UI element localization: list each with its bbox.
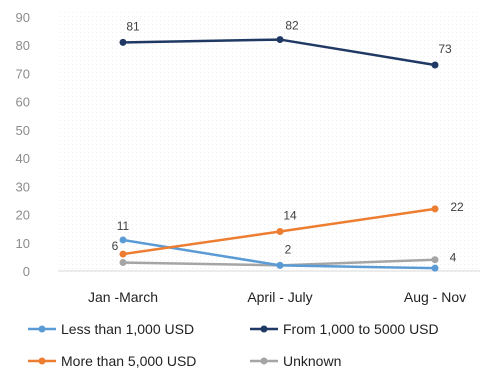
y-tick-label: 30	[16, 179, 30, 194]
x-tick-label: April - July	[247, 289, 312, 305]
y-axis: 0 10 20 30 40 50 60 70 80 90	[16, 10, 30, 279]
data-point	[276, 227, 284, 235]
legend-label: Unknown	[283, 353, 341, 369]
y-tick-label: 40	[16, 151, 30, 166]
y-tick-label: 10	[16, 236, 30, 251]
legend: Less than 1,000 USD From 1,000 to 5000 US…	[28, 321, 439, 369]
data-label: 81	[126, 19, 140, 33]
x-axis: Jan -March April - July Aug - Nov	[58, 270, 480, 305]
data-point	[119, 236, 127, 244]
legend-item: Less than 1,000 USD	[28, 321, 194, 337]
plot-area	[58, 11, 480, 271]
legend-swatch-marker	[38, 357, 46, 365]
data-point	[119, 259, 127, 267]
data-label: 2	[285, 242, 292, 256]
data-label: 11	[117, 219, 130, 233]
data-point	[276, 36, 284, 44]
data-label: 4	[450, 251, 457, 265]
series-layer: 4 11 2 6 14 22 81 82 73	[112, 19, 464, 272]
data-label: 6	[112, 239, 119, 253]
legend-item: From 1,000 to 5000 USD	[250, 321, 439, 337]
x-tick-label: Jan -March	[88, 289, 158, 305]
y-tick-label: 60	[16, 95, 30, 110]
data-label: 73	[438, 42, 452, 56]
legend-label: More than 5,000 USD	[61, 353, 196, 369]
y-tick-label: 90	[16, 10, 30, 25]
data-point	[431, 256, 439, 264]
legend-swatch-marker	[38, 325, 46, 333]
y-tick-label: 70	[16, 66, 30, 81]
legend-label: From 1,000 to 5000 USD	[283, 321, 439, 337]
y-tick-label: 0	[23, 264, 30, 279]
y-tick-label: 50	[16, 123, 30, 138]
legend-label: Less than 1,000 USD	[61, 321, 194, 337]
data-point	[431, 205, 439, 213]
legend-item: Unknown	[250, 353, 341, 369]
series-2: 6 14 22	[112, 200, 464, 258]
data-label: 22	[450, 200, 464, 214]
series-0: 11 2	[117, 219, 439, 272]
data-label: 14	[283, 208, 297, 222]
y-tick-label: 20	[16, 208, 30, 223]
data-point	[119, 38, 127, 46]
x-tick-label: Aug - Nov	[404, 289, 466, 305]
plot-background	[58, 11, 480, 271]
data-label: 82	[285, 19, 299, 33]
y-tick-label: 80	[16, 38, 30, 53]
data-point	[276, 261, 284, 269]
data-point	[431, 264, 439, 272]
legend-item: More than 5,000 USD	[28, 353, 196, 369]
legend-swatch-marker	[260, 357, 268, 365]
legend-swatch-marker	[260, 325, 268, 333]
data-point	[431, 61, 439, 69]
series-1: 81 82 73	[119, 19, 452, 69]
data-point	[119, 250, 127, 258]
